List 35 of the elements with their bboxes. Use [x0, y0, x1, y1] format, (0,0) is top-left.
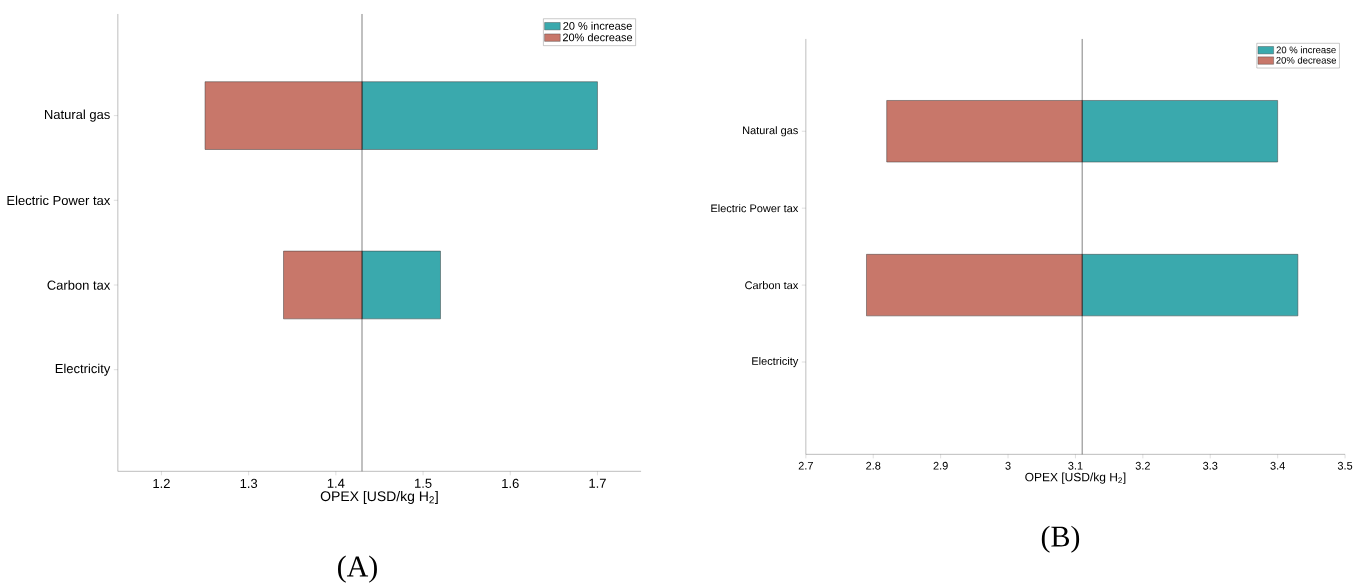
x-tick-label: 1.7 [589, 478, 606, 488]
legend-label: 20 % increase [1276, 46, 1336, 54]
legend-label: 20 % increase [563, 21, 632, 30]
x-tick-label: 3.5 [1337, 461, 1353, 470]
x-tick-label: 3.2 [1135, 461, 1150, 470]
x-tick-label: 1.3 [240, 478, 258, 488]
y-tick-label: Natural gas [743, 126, 798, 137]
y-tick-label: Electricity [752, 356, 799, 368]
bar [283, 250, 363, 320]
legend-label: 20% decrease [1276, 56, 1337, 64]
bar [204, 81, 363, 150]
x-tick-label: 3.1 [1068, 461, 1083, 470]
text: (B) [1041, 525, 1080, 553]
bar [361, 81, 598, 150]
x-tick-label: 1.4 [327, 478, 345, 488]
text: (A) [338, 555, 377, 583]
x-tick-label: 1.2 [153, 478, 170, 488]
legend-label: 20% decrease [562, 33, 633, 42]
x-tick-label: 1.5 [415, 478, 432, 488]
y-tick-label: Electricity [55, 363, 111, 376]
x-tick-label: 2.7 [798, 461, 813, 470]
y-tick-label: Carbon tax [745, 281, 799, 290]
y-tick-label: Electric Power tax [711, 204, 799, 213]
x-axis-title: OPEX [USD/kg H$_{2}$] [1025, 472, 1126, 484]
x-tick-label: 3 [1005, 461, 1011, 470]
x-tick-label: 1.6 [502, 478, 519, 488]
x-tick-label: 3.4 [1270, 461, 1285, 470]
x-tick-label: 2.8 [866, 461, 881, 470]
y-tick-label: Carbon tax [47, 280, 111, 290]
x-tick-label: 2.9 [933, 461, 948, 470]
y-tick-label: Electric Power tax [7, 195, 111, 206]
y-tick-label: Natural gas [44, 109, 110, 122]
x-tick-label: 3.3 [1203, 461, 1218, 470]
x-axis-title: OPEX [USD/kg H$_{2}$] [320, 490, 438, 504]
bar [361, 250, 441, 320]
